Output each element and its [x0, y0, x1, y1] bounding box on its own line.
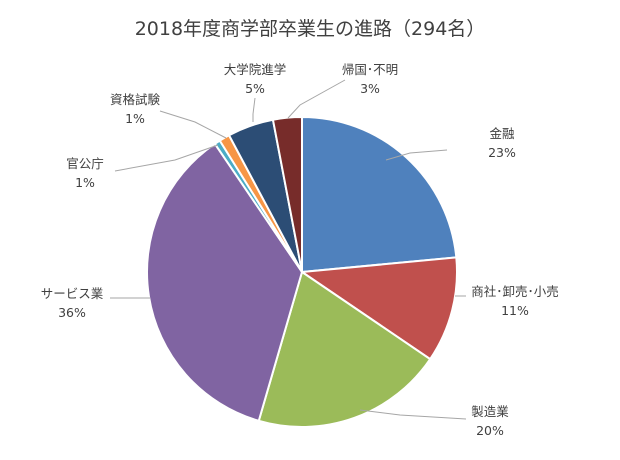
- slice-category-4: サービス業: [41, 286, 104, 301]
- slice-percent-3: 20%: [476, 423, 504, 438]
- leaders-layer: [110, 79, 467, 420]
- leader-line-7: [252, 97, 256, 122]
- slice-category-2: 商社･卸売･小売: [471, 284, 559, 299]
- slice-category-8: 帰国･不明: [342, 62, 398, 77]
- slice-category-1: 金融: [489, 126, 515, 141]
- leader-line-5: [114, 144, 219, 172]
- leader-line-6: [159, 110, 227, 139]
- pie-slice-2: [299, 256, 458, 361]
- leader-line-8: [287, 79, 346, 119]
- slice-label-8: 帰国･不明 3%: [342, 62, 398, 96]
- pie-slice-8: [271, 115, 303, 273]
- slice-label-4: サービス業 36%: [41, 286, 104, 320]
- pie-slice-1: [301, 115, 458, 274]
- slice-percent-1: 23%: [488, 145, 516, 160]
- slice-percent-4: 36%: [58, 305, 86, 320]
- slice-percent-7: 5%: [245, 81, 265, 96]
- slice-category-3: 製造業: [471, 404, 509, 419]
- slice-category-6: 資格試験: [110, 92, 161, 107]
- slice-category-7: 大学院進学: [224, 62, 287, 77]
- pie-slice-4: [146, 142, 304, 423]
- slice-label-1: 金融 23%: [488, 126, 516, 160]
- slice-percent-8: 3%: [360, 81, 380, 96]
- slice-label-7: 大学院進学 5%: [224, 62, 287, 96]
- slice-percent-6: 1%: [125, 111, 145, 126]
- slice-label-2: 商社･卸売･小売 11%: [471, 284, 559, 318]
- slice-category-5: 官公庁: [66, 156, 104, 171]
- pie-slice-3: [257, 270, 432, 428]
- leader-line-1: [385, 149, 448, 161]
- chart-title: 2018年度商学部卒業生の進路（294名）: [134, 18, 486, 40]
- slice-label-6: 資格試験 1%: [110, 92, 161, 126]
- slices-layer: [146, 115, 458, 428]
- slice-percent-5: 1%: [75, 175, 95, 190]
- labels-layer: 金融 23% 商社･卸売･小売 11% 製造業 20% サービス業 36% 官公庁 1% 資格試験 1…: [41, 62, 559, 438]
- slice-label-3: 製造業 20%: [471, 404, 509, 438]
- slice-label-5: 官公庁 1%: [66, 156, 104, 190]
- slice-percent-2: 11%: [501, 303, 529, 318]
- leader-line-3: [359, 409, 467, 420]
